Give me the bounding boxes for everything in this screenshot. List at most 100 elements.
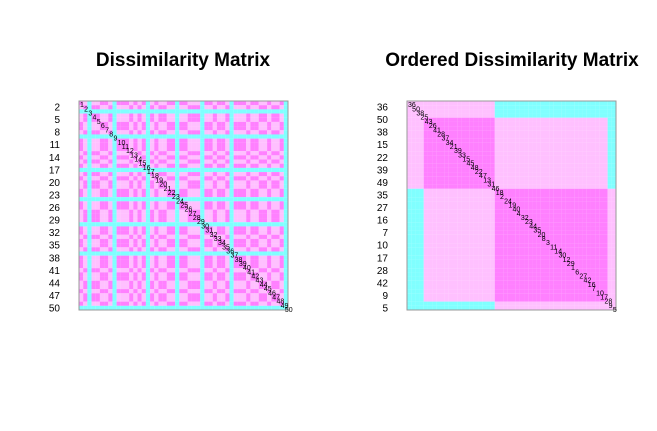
heatmap-cell	[124, 109, 130, 114]
heatmap-cell	[229, 176, 234, 181]
heatmap-cell	[503, 105, 508, 110]
heatmap-cell	[448, 264, 454, 269]
heatmap-cell	[242, 284, 247, 290]
heatmap-cell	[179, 238, 184, 244]
heatmap-cell	[271, 297, 276, 302]
heatmap-cell	[141, 192, 146, 198]
heatmap-cell	[536, 176, 541, 181]
heatmap-cell	[469, 230, 474, 235]
heatmap-cell	[457, 205, 462, 210]
heatmap-cell	[561, 126, 566, 131]
heatmap-cell	[267, 101, 272, 106]
heatmap-cell	[124, 243, 130, 248]
heatmap-cell	[494, 159, 500, 164]
heatmap-cell	[104, 155, 109, 160]
heatmap-cell	[574, 272, 579, 277]
heatmap-cell	[411, 243, 416, 248]
heatmap-cell	[411, 209, 416, 214]
heatmap-cell	[262, 297, 268, 302]
heatmap-cell	[549, 151, 554, 156]
heatmap-cell	[137, 222, 142, 227]
heatmap-cell	[423, 159, 428, 164]
heatmap-cell	[448, 297, 454, 302]
heatmap-cell	[200, 284, 205, 290]
heatmap-cell	[275, 268, 280, 273]
heatmap-cell	[465, 130, 470, 135]
heatmap-cell	[279, 251, 284, 256]
heatmap-cell	[599, 151, 604, 156]
heatmap-cell	[99, 142, 105, 148]
heatmap-cell	[549, 264, 554, 269]
heatmap-cell	[204, 159, 209, 164]
heatmap-cell	[162, 209, 167, 214]
heatmap-cell	[120, 213, 126, 219]
heatmap-cell	[162, 222, 167, 227]
heatmap-cell	[229, 172, 234, 177]
heatmap-cell	[246, 209, 251, 214]
heatmap-cell	[267, 243, 272, 248]
heatmap-cell	[208, 197, 213, 202]
heatmap-cell	[216, 167, 222, 173]
heatmap-cell	[498, 284, 504, 290]
heatmap-cell	[607, 243, 612, 248]
heatmap-cell	[79, 251, 84, 256]
heatmap-cell	[254, 101, 259, 106]
heatmap-cell	[95, 101, 100, 106]
heatmap-cell	[187, 167, 192, 173]
heatmap-cell	[108, 247, 113, 252]
heatmap-cell	[561, 259, 566, 265]
heatmap-cell	[179, 209, 184, 214]
heatmap-cell	[498, 272, 504, 277]
heatmap-cell	[444, 121, 449, 127]
heatmap-cell	[246, 201, 251, 206]
heatmap-cell	[603, 284, 608, 290]
heatmap-cell	[116, 134, 121, 139]
heatmap-cell	[578, 289, 583, 294]
heatmap-cell	[200, 142, 205, 148]
heatmap-cell	[87, 155, 92, 160]
heatmap-cell	[175, 163, 180, 168]
heatmap-cell	[549, 201, 554, 206]
heatmap-cell	[91, 305, 96, 311]
heatmap-cell	[440, 280, 445, 285]
heatmap-cell	[116, 117, 121, 122]
heatmap-cell	[511, 247, 516, 252]
heatmap-cell	[283, 243, 289, 248]
heatmap-cell	[498, 159, 504, 164]
heatmap-cell	[503, 163, 508, 168]
heatmap-cell	[423, 192, 428, 198]
heatmap-cell	[154, 126, 159, 131]
heatmap-cell	[557, 259, 562, 265]
heatmap-cell	[175, 230, 180, 235]
heatmap-cell	[469, 146, 474, 152]
heatmap-cell	[473, 192, 479, 198]
heatmap-cell	[212, 205, 217, 210]
heatmap-cell	[411, 134, 416, 139]
heatmap-cell	[603, 188, 608, 194]
heatmap-cell	[423, 155, 428, 160]
heatmap-cell	[229, 105, 234, 110]
heatmap-cell	[91, 138, 96, 143]
heatmap-cell	[225, 255, 230, 260]
heatmap-cell	[166, 172, 172, 177]
heatmap-cell	[524, 209, 529, 214]
heatmap-cell	[473, 126, 479, 131]
heatmap-cell	[208, 234, 213, 239]
heatmap-cell	[515, 230, 520, 235]
heatmap-cell	[507, 205, 512, 210]
heatmap-cell	[611, 138, 617, 143]
heatmap-cell	[79, 134, 84, 139]
heatmap-cell	[137, 146, 142, 152]
heatmap-cell	[229, 134, 234, 139]
heatmap-cell	[603, 230, 608, 235]
heatmap-cell	[187, 301, 192, 306]
y-tick-label: 50	[49, 304, 61, 315]
heatmap-cell	[415, 180, 420, 185]
heatmap-cell	[246, 117, 251, 122]
heatmap-cell	[452, 113, 458, 118]
heatmap-cell	[91, 218, 96, 223]
heatmap-cell	[208, 255, 213, 260]
heatmap-cell	[250, 205, 255, 210]
heatmap-cell	[432, 117, 437, 122]
heatmap-cell	[457, 264, 462, 269]
